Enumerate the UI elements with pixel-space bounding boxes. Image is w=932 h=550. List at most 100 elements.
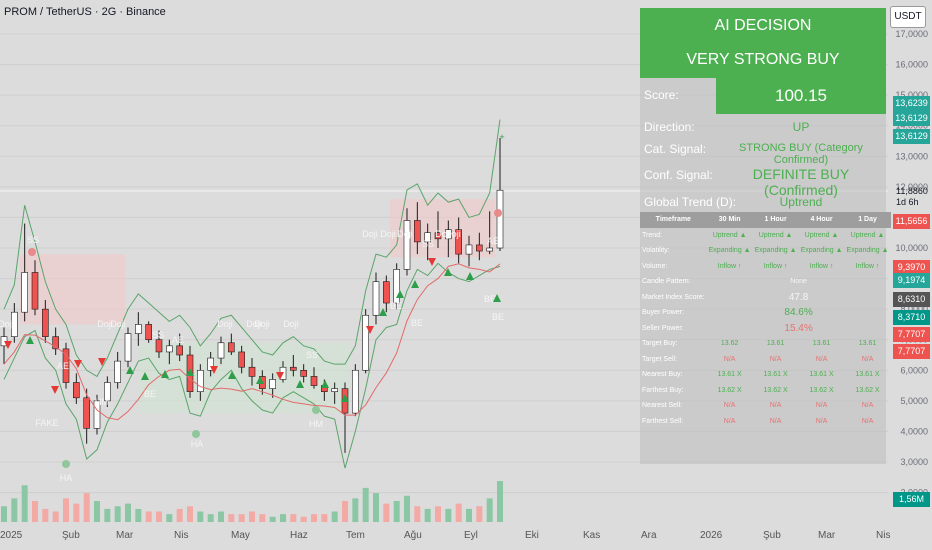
row-label: Nearest Buy: — [642, 371, 683, 379]
volume-bar — [362, 487, 369, 522]
candle-body — [403, 220, 411, 270]
signal-bands — [20, 199, 495, 414]
candle-body — [248, 366, 256, 377]
volume-bar — [497, 481, 503, 522]
candle-body — [269, 379, 276, 389]
upper-band-line — [3, 119, 501, 378]
global-trend-value: Uptrend — [779, 195, 823, 209]
signal-dot — [192, 430, 200, 438]
table-cell: N/A — [723, 402, 736, 410]
support-band — [140, 342, 350, 414]
buy-arrow-icon — [411, 280, 419, 288]
volume-bar — [166, 514, 173, 522]
doji-label: Doji — [254, 319, 270, 329]
volume-bar — [52, 511, 59, 522]
candle-body — [372, 281, 380, 316]
cat-signal-value: STRONG BUY (Category Confirmed) — [739, 142, 863, 166]
volume-bar — [331, 511, 338, 522]
time-label: Şub — [62, 530, 80, 541]
be-label: BE — [144, 389, 156, 399]
table-row: Candle Pattern: None — [640, 274, 891, 290]
volume-bar — [125, 503, 131, 522]
volume-bar — [63, 498, 69, 522]
volume-bar — [352, 498, 359, 522]
candle-body — [331, 388, 338, 392]
candle-body — [114, 360, 121, 383]
score-value: 100.15 — [716, 78, 886, 114]
buy-arrow-icon — [126, 366, 134, 374]
price-tag: 1,56M — [893, 492, 930, 507]
price-label: 16,0000 — [895, 60, 928, 70]
table-cell: 13.61 X — [855, 371, 880, 379]
direction-label: Direction: — [644, 120, 695, 134]
be-label: BE — [411, 318, 423, 328]
time-label: Eyl — [464, 530, 478, 541]
row-label: Nearest Sell: — [642, 402, 683, 410]
table-header-row: Timeframe 30 Min 1 Hour 4 Hour 1 Day — [640, 212, 891, 228]
table-row: Farthest Buy: 13.62 X 13.62 X 13.62 X 13… — [640, 383, 891, 399]
fake-label: FAKE — [35, 418, 58, 428]
table-cell: 13.61 X — [809, 371, 834, 379]
hm-label: HM — [309, 419, 323, 429]
table-cell: 13.61 — [766, 340, 785, 348]
price-label: 5,0000 — [900, 396, 928, 406]
table-cell: N/A — [723, 355, 736, 363]
sell-arrow-icon — [51, 386, 59, 394]
table-cell: N/A — [769, 402, 782, 410]
candle-body — [228, 342, 235, 353]
volume-bar — [466, 508, 472, 522]
buy-arrow-icon — [141, 372, 149, 380]
be-label: BE — [492, 312, 504, 322]
sell-arrow-icon — [210, 366, 218, 374]
table-cell: N/A — [815, 417, 828, 425]
price-label: 3,0000 — [900, 457, 928, 467]
ai-title: AI DECISION — [714, 17, 812, 34]
table-row: Farthest Sell: N/A N/A N/A N/A — [640, 414, 891, 430]
ss-label: SS — [27, 235, 39, 245]
symbol-title[interactable]: PROM / TetherUS · 2G · Binance — [4, 6, 166, 18]
volume-bar — [135, 508, 142, 522]
price-tag: 9,1974 — [893, 273, 930, 288]
currency-selector[interactable]: USDT — [890, 6, 926, 28]
candle-body — [155, 339, 163, 353]
ha-label: HA — [60, 473, 73, 483]
doji-label: Doji — [110, 319, 126, 329]
time-label: May — [231, 530, 250, 541]
volume-bar — [269, 516, 276, 522]
conf-signal-label: Conf. Signal: — [644, 168, 713, 182]
buy-arrow-icon — [296, 380, 304, 388]
table-header: 1 Day — [844, 212, 891, 228]
time-label: Haz — [290, 530, 308, 541]
candle-body — [476, 244, 483, 252]
time-label: Nis — [174, 530, 189, 541]
price-label: 12,0000 — [895, 182, 928, 192]
doji-label: Doji — [362, 229, 378, 239]
volume-bar — [207, 514, 214, 522]
signal-dot — [28, 248, 36, 256]
volume-bar — [176, 508, 183, 522]
candle-body — [362, 314, 369, 371]
buy-arrow-icon — [396, 290, 404, 298]
volume-bar — [404, 495, 410, 522]
ai-decision: VERY STRONG BUY — [686, 51, 840, 68]
trend-lines — [3, 119, 501, 469]
volume-bar — [187, 506, 193, 522]
signal-dot — [312, 406, 320, 414]
price-tag: 11,8860 — [896, 186, 928, 196]
candle-body — [238, 351, 245, 368]
buy-arrow-icon — [228, 371, 236, 379]
buy-arrow-icon — [379, 308, 387, 316]
table-cell: 13.61 X — [717, 371, 742, 379]
table-cell: 13.62 X — [809, 386, 834, 394]
score-row: Score: 100.15 — [640, 78, 886, 114]
row-label: Candle Pattern: — [642, 278, 691, 286]
table-cell: N/A — [861, 355, 874, 363]
price-tag: 1d 6h — [896, 197, 919, 207]
sell-arrow-icon — [428, 258, 436, 266]
price-tag: 8,3710 — [893, 310, 930, 325]
volume-bar — [104, 508, 111, 522]
sell-arrow-icon — [4, 341, 12, 349]
doji-label: Doji — [283, 319, 299, 329]
table-cell: Inflow ↑ — [717, 262, 742, 270]
volume-bar — [414, 506, 421, 522]
